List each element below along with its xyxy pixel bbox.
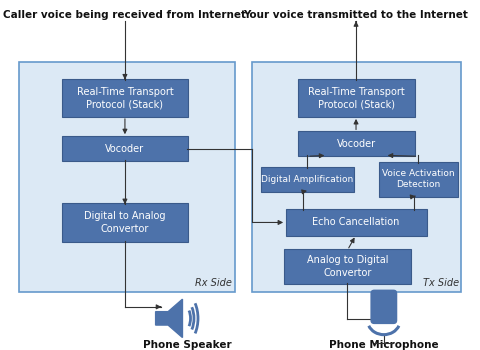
Text: Phone Microphone: Phone Microphone (329, 341, 439, 350)
FancyBboxPatch shape (286, 209, 427, 236)
Text: Voice Activation
Detection: Voice Activation Detection (382, 169, 455, 189)
Text: Analog to Digital
Convertor: Analog to Digital Convertor (307, 256, 388, 278)
Text: Vocoder: Vocoder (336, 139, 375, 149)
FancyBboxPatch shape (298, 79, 415, 117)
Text: Vocoder: Vocoder (106, 144, 144, 154)
Text: Rx Side: Rx Side (195, 278, 232, 288)
Text: Real-Time Transport
Protocol (Stack): Real-Time Transport Protocol (Stack) (308, 86, 405, 109)
FancyBboxPatch shape (379, 162, 457, 197)
Polygon shape (156, 299, 182, 337)
Text: Your voice transmitted to the Internet: Your voice transmitted to the Internet (243, 9, 468, 20)
Text: Phone Speaker: Phone Speaker (143, 341, 231, 350)
FancyBboxPatch shape (371, 289, 397, 324)
Text: Tx Side: Tx Side (422, 278, 458, 288)
FancyBboxPatch shape (298, 131, 415, 156)
FancyBboxPatch shape (20, 62, 235, 293)
Text: Caller voice being received from Internet: Caller voice being received from Interne… (3, 9, 246, 20)
FancyBboxPatch shape (61, 203, 188, 242)
Text: Digital to Analog
Convertor: Digital to Analog Convertor (84, 211, 166, 234)
Text: Real-Time Transport
Protocol (Stack): Real-Time Transport Protocol (Stack) (76, 86, 173, 109)
FancyBboxPatch shape (61, 79, 188, 117)
FancyBboxPatch shape (61, 136, 188, 161)
FancyBboxPatch shape (284, 249, 411, 284)
Text: Echo Cancellation: Echo Cancellation (312, 217, 400, 228)
FancyBboxPatch shape (261, 167, 354, 192)
Text: Digital Amplification: Digital Amplification (261, 175, 353, 184)
FancyBboxPatch shape (252, 62, 460, 293)
